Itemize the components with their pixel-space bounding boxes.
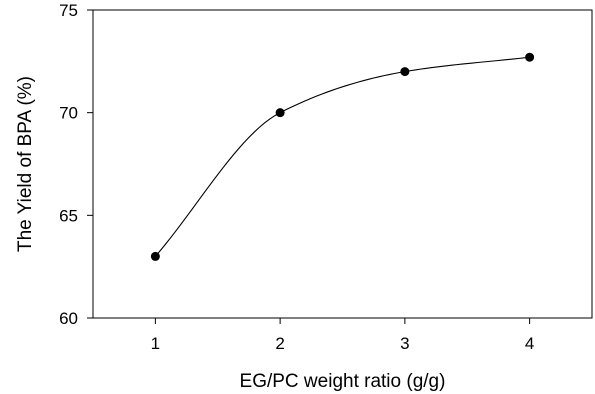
y-tick-label: 70 <box>59 104 78 123</box>
axis-ticks: 1 2 3 4 60 65 70 75 <box>59 1 534 353</box>
x-tick-label: 1 <box>151 334 160 353</box>
data-points <box>150 52 535 261</box>
data-point <box>400 67 410 77</box>
x-tick-label: 3 <box>400 334 409 353</box>
x-tick-label: 4 <box>525 334 534 353</box>
x-tick-label: 2 <box>275 334 284 353</box>
data-point <box>150 251 160 261</box>
plot-frame <box>92 9 593 319</box>
fit-curve-group <box>154 56 530 257</box>
data-point <box>275 108 285 118</box>
data-point <box>525 52 535 62</box>
plot-axes <box>92 9 593 319</box>
y-tick-label: 65 <box>59 206 78 225</box>
y-axis-title: The Yield of BPA (%) <box>15 76 36 252</box>
y-tick-label: 60 <box>59 309 78 328</box>
y-tick-label: 75 <box>59 1 78 20</box>
fit-curve-line <box>154 56 530 257</box>
x-axis-title: EG/PC weight ratio (g/g) <box>240 371 446 392</box>
